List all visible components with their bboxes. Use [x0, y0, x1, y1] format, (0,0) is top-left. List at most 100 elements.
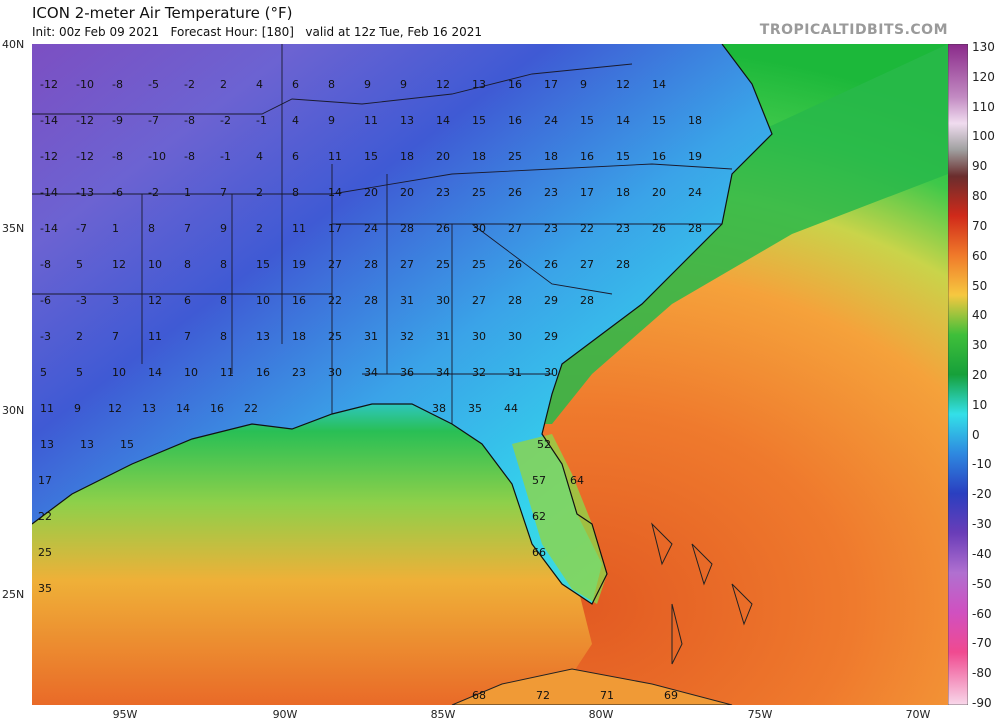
station-value: 3 — [112, 294, 119, 307]
station-value: 8 — [220, 330, 227, 343]
colorbar-tick-label: 110 — [972, 99, 995, 114]
lat-label-30n: 30N — [2, 404, 25, 417]
station-value: 28 — [688, 222, 702, 235]
station-value: 44 — [504, 402, 518, 415]
station-value: 28 — [364, 294, 378, 307]
station-value: 14 — [148, 366, 162, 379]
station-value: -6 — [40, 294, 51, 307]
florida-field — [512, 434, 607, 604]
station-value: 16 — [508, 78, 522, 91]
station-value: 10 — [184, 366, 198, 379]
station-value: 9 — [400, 78, 407, 91]
station-value: 10 — [112, 366, 126, 379]
bahamas-outline — [651, 522, 753, 665]
station-value: 18 — [472, 150, 486, 163]
station-value: 22 — [38, 510, 52, 523]
station-value: 5 — [76, 258, 83, 271]
colorbar-tick-label: 10 — [972, 397, 988, 412]
station-value: 9 — [74, 402, 81, 415]
station-value: 14 — [616, 114, 630, 127]
colorbar-tick-label: -50 — [972, 576, 992, 591]
colorbar-tick-label: 100 — [972, 129, 995, 144]
station-value: 26 — [436, 222, 450, 235]
station-value: 12 — [436, 78, 450, 91]
station-value: 18 — [688, 114, 702, 127]
station-value-grid: -12 -10 -8 -5 -2 2 4 6 8 9 9 12 13 16 17 9 12 14-14 -12 -9-… — [38, 78, 702, 702]
station-value: -8 — [184, 150, 195, 163]
station-value: 14 — [436, 114, 450, 127]
station-value: 7 — [220, 186, 227, 199]
station-value: 13 — [142, 402, 156, 415]
station-value: -5 — [148, 78, 159, 91]
station-value: 8 — [220, 294, 227, 307]
station-value: 16 — [580, 150, 594, 163]
station-value: 18 — [400, 150, 414, 163]
station-value: 25 — [472, 258, 486, 271]
station-value: 19 — [688, 150, 702, 163]
station-value: -10 — [148, 150, 166, 163]
colorbar-tick-label: -20 — [972, 487, 992, 502]
station-value: 16 — [652, 150, 666, 163]
station-value: 23 — [616, 222, 630, 235]
station-value: 28 — [400, 222, 414, 235]
station-value: 19 — [292, 258, 306, 271]
station-value: 23 — [436, 186, 450, 199]
lon-label-75w: 75W — [747, 708, 773, 721]
station-value: 27 — [400, 258, 414, 271]
station-value: 28 — [508, 294, 522, 307]
station-value: 24 — [364, 222, 378, 235]
station-value: -8 — [112, 150, 123, 163]
station-value: 24 — [544, 114, 558, 127]
station-value: -1 — [220, 150, 231, 163]
station-value: 13 — [256, 330, 270, 343]
station-value: 32 — [472, 366, 486, 379]
station-value: 14 — [652, 78, 666, 91]
station-value: -3 — [40, 330, 51, 343]
station-value: 26 — [508, 258, 522, 271]
station-value: 57 — [532, 474, 546, 487]
station-value: 25 — [508, 150, 522, 163]
station-value: 38 — [432, 402, 446, 415]
colorbar-tick-label: 50 — [972, 278, 988, 293]
station-value: 1 — [184, 186, 191, 199]
station-value: 8 — [292, 186, 299, 199]
colorbar-tick-label: 60 — [972, 248, 988, 263]
station-value: 17 — [580, 186, 594, 199]
station-value: 8 — [184, 258, 191, 271]
station-value: -12 — [76, 114, 94, 127]
lon-label-85w: 85W — [430, 708, 456, 721]
station-value: 11 — [328, 150, 342, 163]
colorbar-tick-label: 30 — [972, 338, 988, 353]
station-value: 11 — [292, 222, 306, 235]
station-value: 28 — [616, 258, 630, 271]
station-value: 13 — [80, 438, 94, 451]
station-value: 15 — [472, 114, 486, 127]
brand-logo-text: TROPICALTIDBITS.COM — [759, 22, 948, 38]
station-value: 9 — [580, 78, 587, 91]
station-value: 17 — [38, 474, 52, 487]
station-value: 22 — [244, 402, 258, 415]
station-value: 34 — [364, 366, 378, 379]
temperature-map: -12 -10 -8 -5 -2 2 4 6 8 9 9 12 13 16 17 9 12 14-14 -12 -9-… — [32, 44, 948, 705]
station-value: 29 — [544, 330, 558, 343]
station-value: 71 — [600, 689, 614, 702]
colorbar-tick-label: -30 — [972, 517, 992, 532]
station-value: 12 — [112, 258, 126, 271]
station-value: -14 — [40, 114, 58, 127]
station-value: 4 — [292, 114, 299, 127]
station-value: 15 — [364, 150, 378, 163]
colorbar-tick-label: 120 — [972, 69, 995, 84]
station-value: 7 — [112, 330, 119, 343]
station-value: 6 — [292, 78, 299, 91]
lon-label-70w: 70W — [905, 708, 931, 721]
station-value: 27 — [472, 294, 486, 307]
station-value: 11 — [40, 402, 54, 415]
station-value: 8 — [220, 258, 227, 271]
station-value: -14 — [40, 222, 58, 235]
station-value: 23 — [544, 222, 558, 235]
station-value: -12 — [40, 78, 58, 91]
station-value: 27 — [508, 222, 522, 235]
station-value: 26 — [544, 258, 558, 271]
station-value: 12 — [616, 78, 630, 91]
station-value: 18 — [616, 186, 630, 199]
